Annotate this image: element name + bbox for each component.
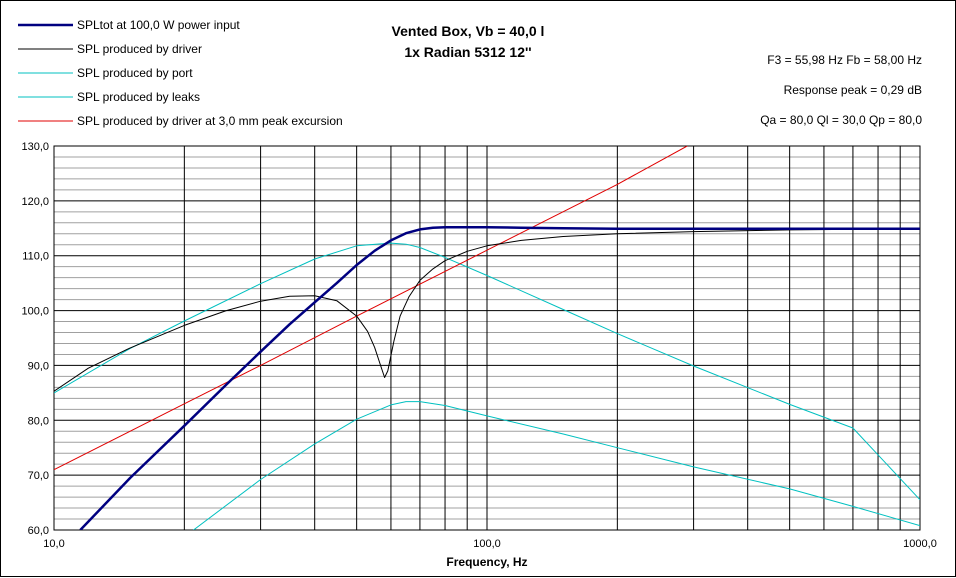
series-line-4 [54,146,688,471]
legend-entry: SPL produced by driver at 3,0 mm peak ex… [77,114,343,128]
legend: SPLtot at 100,0 W power input SPL produce… [18,18,343,128]
y-tick-label: 110,0 [22,251,49,263]
series-line-2 [54,242,920,501]
x-tick-labels: 10,0 100,0 1000,0 [43,538,937,550]
legend-entry: SPL produced by leaks [77,90,200,104]
y-tick-label: 90,0 [28,360,49,372]
y-tick-labels: 60,0 70,0 80,0 90,0 100,0 110,0 120,0 130,0 [21,141,49,537]
series-line-3 [193,401,920,530]
y-tick-label: 100,0 [21,306,49,318]
plot-area-border [53,145,921,531]
grid [54,146,920,530]
y-tick-label: 80,0 [28,415,49,427]
x-axis-label: Frequency, Hz [446,555,527,569]
chart-title: Vented Box, Vb = 40,0 l [392,23,545,39]
x-tick-label: 10,0 [43,538,64,550]
legend-entry: SPL produced by driver [77,42,202,56]
y-tick-label: 120,0 [21,196,49,208]
chart-subtitle: 1x Radian 5312 12'' [404,44,531,60]
series-line-1 [54,228,920,392]
y-tick-label: 70,0 [28,470,49,482]
x-tick-label: 100,0 [473,538,501,550]
legend-entry: SPLtot at 100,0 W power input [77,18,240,32]
q-values-info: Qa = 80,0 Ql = 30,0 Qp = 80,0 [760,113,922,127]
series-layer [54,146,920,530]
y-tick-label: 60,0 [28,525,49,537]
f3-fb-info: F3 = 55,98 Hz Fb = 58,00 Hz [767,53,922,67]
legend-entry: SPL produced by port [77,66,193,80]
x-tick-label: 1000,0 [903,538,937,550]
series-line-0 [79,225,920,530]
response-peak-info: Response peak = 0,29 dB [784,83,922,97]
y-tick-label: 130,0 [21,141,49,153]
